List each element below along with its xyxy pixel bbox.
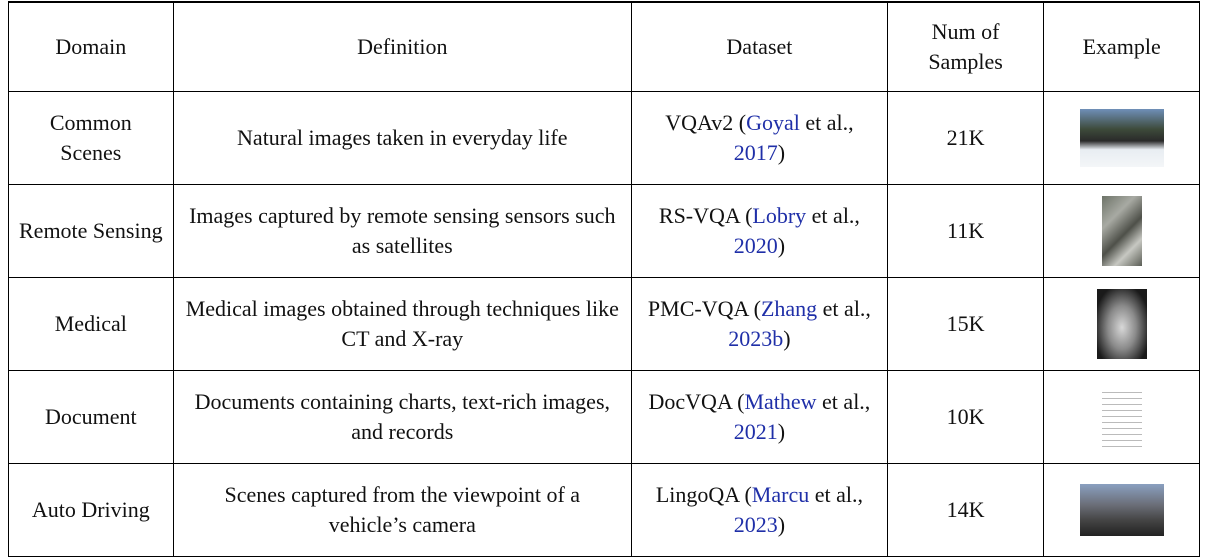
table-row: Medical Medical images obtained through t…: [8, 277, 1200, 371]
example-cell: [1043, 370, 1200, 464]
dataset-text: RS-VQA (: [658, 203, 753, 228]
header-cell: Domain: [8, 1, 174, 92]
dataset-text: ): [783, 326, 791, 351]
dataset-text: ): [777, 512, 786, 537]
citation-link[interactable]: Zhang: [760, 296, 818, 321]
example-image: [1079, 484, 1164, 536]
table-row: Remote Sensing Images captured by remote …: [8, 184, 1200, 278]
definition-cell: Medical images obtained through techniqu…: [172, 277, 633, 371]
dataset-text: DocVQA (: [648, 389, 745, 414]
dataset-text: ): [777, 419, 786, 444]
dataset-text: PMC-VQA (: [647, 296, 761, 321]
citation-link[interactable]: 2023: [733, 512, 778, 537]
samples-cell: 21K: [886, 91, 1045, 185]
definition-cell: Scenes captured from the viewpoint of a …: [172, 463, 633, 557]
data-table: Domain Definition Dataset Num of Samples Exa…: [8, 1, 1200, 557]
dataset-cell: VQAv2 (Goyal et al., 2017): [631, 91, 888, 185]
citation-link[interactable]: 2023b: [728, 326, 784, 351]
definition-cell: Natural images taken in everyday life: [172, 91, 633, 185]
dataset-cell: LingoQA (Marcu et al., 2023): [631, 463, 888, 557]
dataset-text: et al.,: [806, 203, 860, 228]
header-cell: Definition: [172, 1, 633, 92]
example-cell: [1043, 277, 1200, 371]
dataset-cell: DocVQA (Mathew et al., 2021): [631, 370, 888, 464]
citation-link[interactable]: 2017: [733, 140, 778, 165]
header-row: Domain Definition Dataset Num of Samples Exa…: [8, 1, 1200, 92]
header-cell: Example: [1043, 1, 1200, 92]
domain-cell: Medical: [8, 277, 174, 371]
dataset-text: ): [777, 233, 786, 258]
header-cell: Dataset: [631, 1, 888, 92]
definition-cell: Images captured by remote sensing sensor…: [172, 184, 633, 278]
dataset-text: VQAv2 (: [665, 110, 747, 135]
samples-cell: 15K: [886, 277, 1045, 371]
dataset-text: et al.,: [809, 482, 863, 507]
domain-cell: Common Scenes: [8, 91, 174, 185]
dataset-text: ): [777, 140, 786, 165]
table-row: Document Documents containing charts, tex…: [8, 370, 1200, 464]
samples-cell: 11K: [886, 184, 1045, 278]
citation-link[interactable]: 2021: [733, 419, 778, 444]
samples-cell: 14K: [886, 463, 1045, 557]
example-image: [1101, 387, 1142, 447]
samples-cell: 10K: [886, 370, 1045, 464]
header-cell: Num of Samples: [886, 1, 1045, 92]
example-cell: [1043, 463, 1200, 557]
dataset-cell: RS-VQA (Lobry et al., 2020): [631, 184, 888, 278]
dataset-text: et al.,: [799, 110, 854, 135]
dataset-text: et al.,: [816, 389, 871, 414]
example-image: [1101, 196, 1142, 266]
citation-link[interactable]: Marcu: [751, 482, 810, 507]
example-cell: [1043, 184, 1200, 278]
domain-cell: Remote Sensing: [8, 184, 174, 278]
example-image: [1096, 289, 1147, 359]
example-image: [1079, 109, 1164, 167]
citation-link[interactable]: Lobry: [752, 203, 807, 228]
definition-cell: Documents containing charts, text-rich i…: [172, 370, 633, 464]
citation-link[interactable]: Mathew: [744, 389, 817, 414]
example-cell: [1043, 91, 1200, 185]
domain-cell: Document: [8, 370, 174, 464]
dataset-cell: PMC-VQA (Zhang et al., 2023b): [631, 277, 888, 371]
table-row: Auto Driving Scenes captured from the vie…: [8, 463, 1200, 557]
dataset-text: LingoQA (: [655, 482, 752, 507]
domain-cell: Auto Driving: [8, 463, 174, 557]
citation-link[interactable]: Goyal: [746, 110, 800, 135]
citation-link[interactable]: 2020: [733, 233, 778, 258]
table-row: Common Scenes Natural images taken in eve…: [8, 91, 1200, 185]
dataset-text: et al.,: [817, 296, 871, 321]
